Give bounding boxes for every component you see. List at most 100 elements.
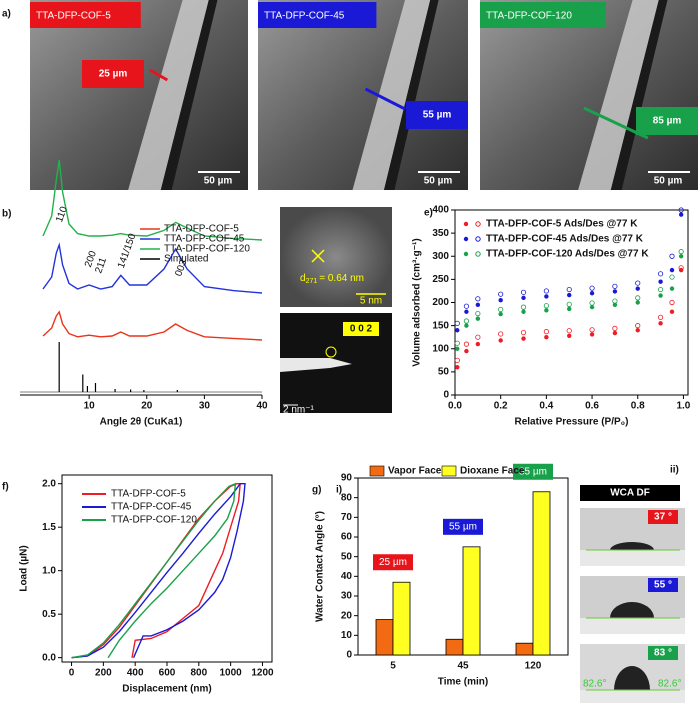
scale-label: 50 µm — [654, 176, 683, 187]
adsorption-point — [464, 309, 469, 314]
x-tick-label: 1200 — [251, 668, 274, 679]
legend-label: TTA-DFP-COF-5 — [164, 224, 239, 235]
legend-label: Vapor Face — [388, 466, 442, 477]
desorption-point — [612, 298, 618, 304]
bar — [532, 491, 551, 656]
adsorption-point — [567, 306, 572, 312]
y-axis-label: Volume adsorbed (cm³·g⁻¹) — [412, 238, 423, 366]
y-tick-label: 0 — [346, 650, 352, 661]
plane-label: 0 0 2 — [350, 324, 373, 335]
y-tick-label: 20 — [341, 610, 353, 621]
thickness-box — [406, 101, 468, 129]
thickness-label: 25 µm — [99, 69, 128, 80]
peak-label: 211 — [93, 256, 109, 275]
sub-label: i) — [336, 485, 342, 496]
d-symbol: d — [300, 273, 306, 284]
adsorption-point — [612, 289, 618, 294]
y-tick-label: 50 — [438, 367, 450, 378]
x-tick-label: 0 — [69, 668, 75, 679]
adsorption-point — [589, 332, 595, 337]
panel-label: b) — [2, 209, 11, 220]
thickness-arrow — [364, 87, 406, 111]
desorption-point — [669, 299, 675, 306]
legend-label: TTA-DFP-COF-45 — [111, 502, 192, 513]
peak-label: 110 — [54, 205, 70, 224]
substrate — [580, 550, 685, 566]
film-cross-section — [578, 0, 659, 190]
thickness-box — [513, 463, 553, 480]
legend-label: TTA-DFP-COF-45 Ads/Des @77 K — [486, 234, 644, 245]
desorption-point — [657, 314, 664, 320]
desorption-point — [589, 285, 595, 291]
bar — [392, 581, 411, 656]
adsorption-point — [635, 286, 640, 291]
desorption-point — [454, 340, 460, 346]
x-tick-label: 0.4 — [539, 401, 553, 412]
desorption-point — [454, 320, 460, 326]
adsorption-point — [475, 302, 481, 308]
title-box — [480, 2, 606, 28]
desorption-point — [678, 207, 684, 213]
desorption-point — [498, 331, 504, 337]
plane-box — [343, 322, 379, 336]
bar — [375, 619, 394, 656]
legend-marker — [475, 221, 481, 227]
d-index: 271 — [306, 278, 318, 285]
y-tick-label: 200 — [432, 297, 449, 308]
desorption-point — [612, 325, 618, 331]
legend-marker — [463, 236, 469, 242]
adsorption-point — [464, 323, 469, 328]
desorption-point — [463, 303, 470, 309]
legend-swatch — [369, 465, 385, 477]
legend-label: Simulated — [164, 254, 208, 265]
d-value: = 0.64 nm — [319, 273, 364, 284]
spot-ring — [325, 346, 337, 358]
adsorption-point — [464, 348, 469, 354]
x-axis-label: Time (min) — [438, 677, 488, 688]
adsorption-point — [521, 336, 526, 341]
desorption-point — [612, 283, 618, 289]
sem-title: TTA-DFP-COF-45 — [264, 11, 345, 22]
legend-marker — [475, 236, 481, 242]
legend-label: TTA-DFP-COF-5 — [111, 489, 186, 500]
adsorption-point — [589, 291, 595, 296]
x-tick-label: 1.0 — [676, 401, 690, 412]
thickness-box — [443, 518, 483, 535]
adsorption-point — [678, 212, 684, 217]
desorption-point — [678, 249, 684, 255]
adsorption-point — [678, 254, 684, 259]
legend-marker — [475, 251, 481, 257]
y-axis-label: Load (µN) — [19, 545, 30, 591]
bar — [445, 638, 464, 656]
y-tick-label: 90 — [341, 473, 353, 484]
desorption-point — [475, 296, 481, 302]
desorption-point — [520, 304, 527, 310]
thickness-box — [82, 60, 144, 88]
x-tick-label: 0.8 — [631, 401, 645, 412]
desorption-point — [657, 271, 664, 277]
x-tick-label: 120 — [525, 661, 542, 672]
thickness-box — [373, 554, 413, 571]
sem-title: TTA-DFP-COF-120 — [486, 11, 572, 22]
substrate-edge — [384, 0, 439, 190]
legend-label: TTA-DFP-COF-5 Ads/Des @77 K — [486, 219, 638, 230]
d-spacing: d271 = 0.64 nm — [300, 273, 364, 285]
y-axis-label: Water Contact Angle (°) — [315, 511, 326, 622]
desorption-point — [475, 310, 481, 317]
x-tick-label: 0.2 — [494, 401, 508, 412]
y-tick-label: 100 — [432, 343, 449, 354]
desorption-point — [669, 253, 675, 259]
legend-marker — [463, 251, 469, 257]
angle-box — [648, 646, 678, 660]
adsorption-point — [567, 292, 572, 298]
thickness-label: 85 µm — [519, 466, 547, 477]
desorption-point — [669, 274, 675, 280]
substrate-edge — [610, 0, 668, 190]
saed-scale-label: 2 nm⁻¹ — [283, 405, 315, 416]
tem-scale-label: 5 nm — [360, 296, 382, 307]
desorption-point — [589, 327, 595, 333]
legend-label: Dioxane Face — [460, 466, 525, 477]
wca-title-box — [580, 485, 680, 501]
y-tick-label: 0 — [443, 390, 449, 401]
